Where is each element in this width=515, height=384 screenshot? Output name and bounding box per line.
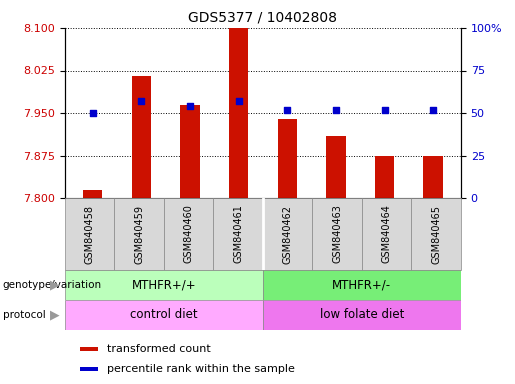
Text: genotype/variation: genotype/variation — [3, 280, 101, 290]
Bar — [80, 347, 98, 351]
Bar — [164, 198, 213, 270]
Bar — [65, 198, 114, 270]
Text: MTHFR+/-: MTHFR+/- — [332, 278, 391, 291]
Point — [283, 106, 291, 113]
Text: low folate diet: low folate diet — [320, 308, 404, 321]
Title: GDS5377 / 10402808: GDS5377 / 10402808 — [188, 10, 337, 24]
Bar — [423, 156, 443, 198]
Text: GSM840462: GSM840462 — [283, 205, 293, 263]
Bar — [313, 198, 362, 270]
Bar — [114, 198, 164, 270]
Text: GSM840458: GSM840458 — [84, 205, 95, 263]
Bar — [80, 367, 98, 371]
Text: protocol: protocol — [3, 310, 45, 320]
Bar — [375, 156, 394, 198]
Text: ▶: ▶ — [50, 308, 60, 321]
Point — [186, 103, 194, 109]
Text: percentile rank within the sample: percentile rank within the sample — [107, 364, 295, 374]
Bar — [180, 104, 200, 198]
Text: control diet: control diet — [130, 308, 198, 321]
Text: GSM840465: GSM840465 — [431, 205, 441, 263]
Point — [137, 98, 145, 104]
Bar — [263, 300, 461, 330]
Bar — [83, 190, 102, 198]
Bar — [229, 28, 248, 198]
Text: MTHFR+/+: MTHFR+/+ — [132, 278, 196, 291]
Bar — [131, 76, 151, 198]
Text: GSM840464: GSM840464 — [382, 205, 392, 263]
Bar — [411, 198, 461, 270]
Text: transformed count: transformed count — [107, 344, 211, 354]
Bar — [362, 198, 411, 270]
Bar — [65, 270, 263, 300]
Text: GSM840463: GSM840463 — [332, 205, 342, 263]
Point — [89, 110, 97, 116]
Bar — [263, 270, 461, 300]
Point — [381, 106, 389, 113]
Bar — [65, 300, 263, 330]
Point — [332, 106, 340, 113]
Text: GSM840459: GSM840459 — [134, 205, 144, 263]
Text: ▶: ▶ — [50, 278, 60, 291]
Text: GSM840461: GSM840461 — [233, 205, 243, 263]
Point — [429, 106, 437, 113]
Bar — [326, 136, 346, 198]
Bar — [213, 198, 263, 270]
Text: GSM840460: GSM840460 — [184, 205, 194, 263]
Point — [234, 98, 243, 104]
Bar — [278, 119, 297, 198]
Bar — [263, 198, 313, 270]
